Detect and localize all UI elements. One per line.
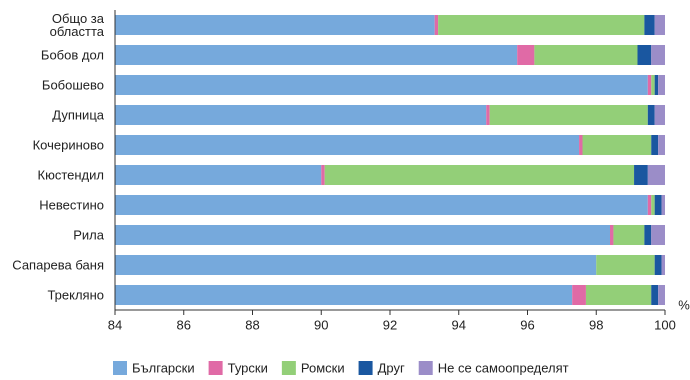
x-tick-label: 92: [383, 317, 397, 332]
bar-segment: [115, 105, 487, 125]
bar-segment: [644, 225, 652, 245]
bar-segment: [486, 105, 490, 125]
bar-segment: [651, 285, 659, 305]
bar-segment: [658, 135, 665, 155]
bar-segment: [115, 255, 597, 275]
bar-segment: [115, 195, 648, 215]
x-tick-label: 98: [589, 317, 603, 332]
bar-segment: [115, 285, 573, 305]
x-tick-label: 86: [177, 317, 191, 332]
legend-label: Не се самоопределят: [438, 360, 569, 375]
legend-swatch: [208, 361, 223, 375]
bar-segment: [324, 165, 635, 185]
legend-swatch: [281, 361, 296, 375]
bar-segment: [534, 45, 638, 65]
bar-segment: [654, 75, 659, 95]
x-tick-label: 88: [245, 317, 259, 332]
bar-segment: [637, 45, 652, 65]
bar-segment: [644, 15, 655, 35]
y-tick-label: Бобошево: [41, 77, 104, 93]
x-unit: %: [678, 297, 690, 312]
x-tick-label: 100: [654, 317, 676, 332]
y-tick-label: Бобов дол: [40, 47, 104, 63]
x-tick-label: 84: [108, 317, 122, 332]
bar-segment: [115, 135, 580, 155]
bar-segment: [115, 165, 322, 185]
legend-swatch: [358, 361, 373, 375]
y-tick-label: Кюстендил: [37, 167, 104, 183]
y-tick-label: Дупница: [52, 107, 104, 123]
y-tick-label: Сапарева баня: [12, 257, 104, 273]
bar-segment: [647, 195, 652, 215]
bar-segment: [613, 225, 645, 245]
bar-segment: [654, 195, 662, 215]
bar-segment: [647, 165, 665, 185]
bar-segment: [585, 285, 652, 305]
legend-label: Ромски: [301, 360, 345, 375]
bar-segment: [572, 285, 586, 305]
y-tick-label: Кочериново: [32, 137, 104, 153]
legend-label: Български: [132, 360, 195, 375]
x-tick-label: 96: [520, 317, 534, 332]
bar-segment: [115, 225, 610, 245]
bar-segment: [651, 195, 655, 215]
x-tick-label: 90: [314, 317, 328, 332]
bars: [115, 15, 665, 305]
bar-segment: [610, 225, 614, 245]
bar-segment: [596, 255, 655, 275]
bar-segment: [651, 225, 665, 245]
bar-segment: [582, 135, 652, 155]
bar-segment: [661, 255, 665, 275]
y-tick-label: Невестино: [39, 197, 104, 213]
legend-label: Турски: [228, 360, 268, 375]
x-tick-label: 94: [452, 317, 466, 332]
bar-segment: [115, 15, 435, 35]
bar-segment: [647, 105, 655, 125]
bar-segment: [321, 165, 325, 185]
bar-segment: [438, 15, 645, 35]
bar-segment: [489, 105, 648, 125]
bar-segment: [579, 135, 583, 155]
y-tick-label: Трекляно: [47, 287, 104, 303]
legend-swatch: [113, 361, 127, 375]
bar-segment: [651, 45, 665, 65]
bar-segment: [634, 165, 648, 185]
bar-segment: [654, 15, 665, 35]
bar-segment: [658, 75, 665, 95]
bar-segment: [647, 75, 652, 95]
bar-segment: [651, 135, 659, 155]
bar-segment: [654, 105, 665, 125]
bar-segment: [517, 45, 535, 65]
bar-segment: [115, 75, 648, 95]
legend-swatch: [418, 361, 433, 375]
bar-segment: [658, 285, 665, 305]
bar-segment: [115, 45, 518, 65]
y-tick-label: Рила: [73, 227, 104, 243]
bar-segment: [651, 75, 655, 95]
bar-segment: [654, 255, 662, 275]
bar-segment: [661, 195, 665, 215]
legend-label: Друг: [378, 360, 405, 375]
y-tick-label: Общо за областта: [49, 11, 104, 39]
bar-segment: [434, 15, 439, 35]
